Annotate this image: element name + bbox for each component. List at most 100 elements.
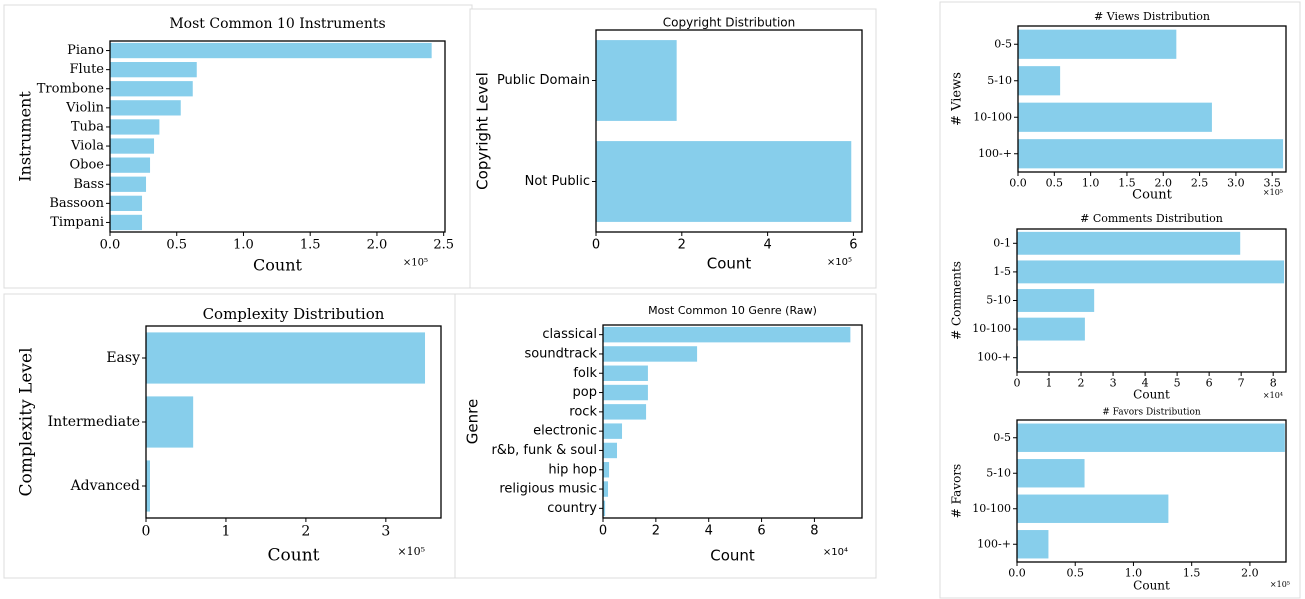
x-tick-label: 0 bbox=[599, 523, 607, 538]
chart-title: # Favors Distribution bbox=[1102, 408, 1201, 418]
y-axis-label: Complexity Level bbox=[17, 347, 37, 496]
chart: Public Domain Not Public 0 2 4 6 Copyright Dis… bbox=[474, 16, 863, 273]
x-tick-label: 0.5 bbox=[1066, 567, 1084, 580]
axes-frame bbox=[595, 29, 863, 233]
offset-label: ×10⁵ bbox=[403, 258, 428, 269]
bar bbox=[603, 462, 610, 478]
x-tick-label: 0 bbox=[1014, 377, 1021, 390]
x-axis-label: Count bbox=[707, 255, 752, 273]
x-tick-label: 3 bbox=[381, 523, 390, 539]
y-tick-label: pop bbox=[573, 385, 597, 400]
y-tick-label: Piano bbox=[67, 43, 104, 58]
x-tick-label: 0.0 bbox=[1009, 177, 1027, 190]
axes-frame bbox=[602, 324, 863, 519]
y-tick-label: Not Public bbox=[525, 174, 590, 189]
x-tick-label: 1.0 bbox=[1082, 177, 1100, 190]
y-tick-label: 10-100 bbox=[973, 110, 1012, 123]
offset-label: ×10⁴ bbox=[823, 547, 848, 558]
x-tick-label: 8 bbox=[810, 523, 818, 538]
x-axis-label: Count bbox=[253, 256, 302, 275]
y-tick-label: Violin bbox=[65, 100, 104, 115]
y-tick-label: Bass bbox=[73, 177, 104, 192]
y-tick-label: Tuba bbox=[71, 119, 104, 134]
bar bbox=[110, 119, 160, 135]
x-axis-label: Count bbox=[1133, 388, 1170, 402]
bar bbox=[1017, 260, 1285, 284]
x-tick-label: 0 bbox=[142, 523, 151, 539]
chart-title: # Comments Distribution bbox=[1080, 212, 1223, 225]
bar bbox=[1018, 29, 1177, 59]
offset-label: ×10⁵ bbox=[1270, 580, 1290, 589]
x-axis-label: Count bbox=[1132, 188, 1173, 203]
x-tick-label: 4 bbox=[763, 237, 771, 252]
y-axis-label: Genre bbox=[464, 399, 482, 444]
y-tick-label: rock bbox=[569, 404, 597, 419]
x-tick-label: 1.5 bbox=[300, 237, 321, 252]
x-tick-label: 2.5 bbox=[1191, 177, 1209, 190]
x-tick-label: 2.0 bbox=[1155, 177, 1173, 190]
x-tick-label: 2.5 bbox=[433, 237, 454, 252]
bar bbox=[110, 176, 147, 192]
bar bbox=[1017, 317, 1085, 341]
axes-frame bbox=[1016, 228, 1287, 373]
x-tick-label: 6 bbox=[849, 237, 857, 252]
bar bbox=[603, 346, 698, 362]
y-tick-label: r&b, funk & soul bbox=[491, 443, 597, 458]
y-axis-label: Copyright Level bbox=[474, 72, 492, 190]
bar bbox=[1017, 459, 1085, 488]
bar bbox=[1017, 494, 1169, 523]
y-tick-label: Bassoon bbox=[49, 196, 104, 211]
axes-frame bbox=[145, 325, 442, 519]
bar bbox=[110, 195, 143, 211]
y-tick-label: 5-10 bbox=[986, 294, 1011, 307]
x-tick-label: 2 bbox=[652, 523, 660, 538]
chart-title: Most Common 10 Instruments bbox=[169, 16, 385, 32]
axes-frame bbox=[1016, 419, 1287, 563]
offset-label: ×10⁴ bbox=[1263, 391, 1283, 400]
y-tick-label: Public Domain bbox=[497, 73, 590, 88]
y-tick-label: 0-1 bbox=[993, 236, 1011, 249]
offset-label: ×10⁵ bbox=[827, 257, 852, 268]
x-tick-label: 8 bbox=[1270, 377, 1277, 390]
x-tick-label: 1 bbox=[221, 523, 230, 539]
y-axis-label: # Comments bbox=[950, 261, 964, 340]
x-tick-label: 6 bbox=[757, 523, 765, 538]
x-tick-label: 2 bbox=[301, 523, 310, 539]
bar bbox=[603, 481, 609, 497]
y-tick-label: Trombone bbox=[37, 81, 105, 96]
axes-frame bbox=[1017, 25, 1287, 173]
bar bbox=[110, 42, 432, 59]
y-tick-label: 10-100 bbox=[972, 502, 1011, 515]
x-tick-label: 4 bbox=[1142, 377, 1149, 390]
bar bbox=[110, 100, 181, 116]
bar bbox=[596, 40, 677, 121]
bar bbox=[110, 157, 151, 173]
bar bbox=[1017, 289, 1095, 312]
y-tick-label: Intermediate bbox=[48, 414, 140, 430]
bar bbox=[146, 396, 194, 448]
x-tick-label: 3 bbox=[1110, 377, 1117, 390]
bar bbox=[603, 326, 851, 343]
y-tick-label: 0-5 bbox=[993, 431, 1011, 444]
bar bbox=[110, 62, 197, 78]
y-tick-label: folk bbox=[573, 366, 597, 381]
y-tick-label: 10-100 bbox=[972, 322, 1011, 335]
y-axis-label: # Favors bbox=[950, 464, 964, 518]
x-tick-label: 2.0 bbox=[367, 237, 388, 252]
y-tick-label: 0-5 bbox=[994, 37, 1012, 50]
y-tick-label: 5-10 bbox=[987, 74, 1012, 87]
offset-label: ×10⁵ bbox=[1263, 188, 1283, 197]
y-tick-label: 1-5 bbox=[993, 265, 1011, 278]
x-tick-label: 4 bbox=[705, 523, 713, 538]
chart-title: # Views Distribution bbox=[1094, 10, 1210, 23]
y-tick-label: Easy bbox=[106, 350, 140, 366]
x-axis-label: Count bbox=[1133, 579, 1170, 593]
x-tick-label: 1.5 bbox=[1118, 177, 1136, 190]
bar bbox=[110, 138, 155, 154]
bar bbox=[1017, 530, 1049, 559]
bar bbox=[603, 365, 648, 381]
y-tick-label: country bbox=[547, 501, 597, 516]
chart-title: Complexity Distribution bbox=[203, 305, 385, 323]
x-tick-label: 2 bbox=[678, 237, 686, 252]
chart: Piano Flute Trombone Violin Tuba Viola Oboe Bas… bbox=[16, 16, 455, 275]
